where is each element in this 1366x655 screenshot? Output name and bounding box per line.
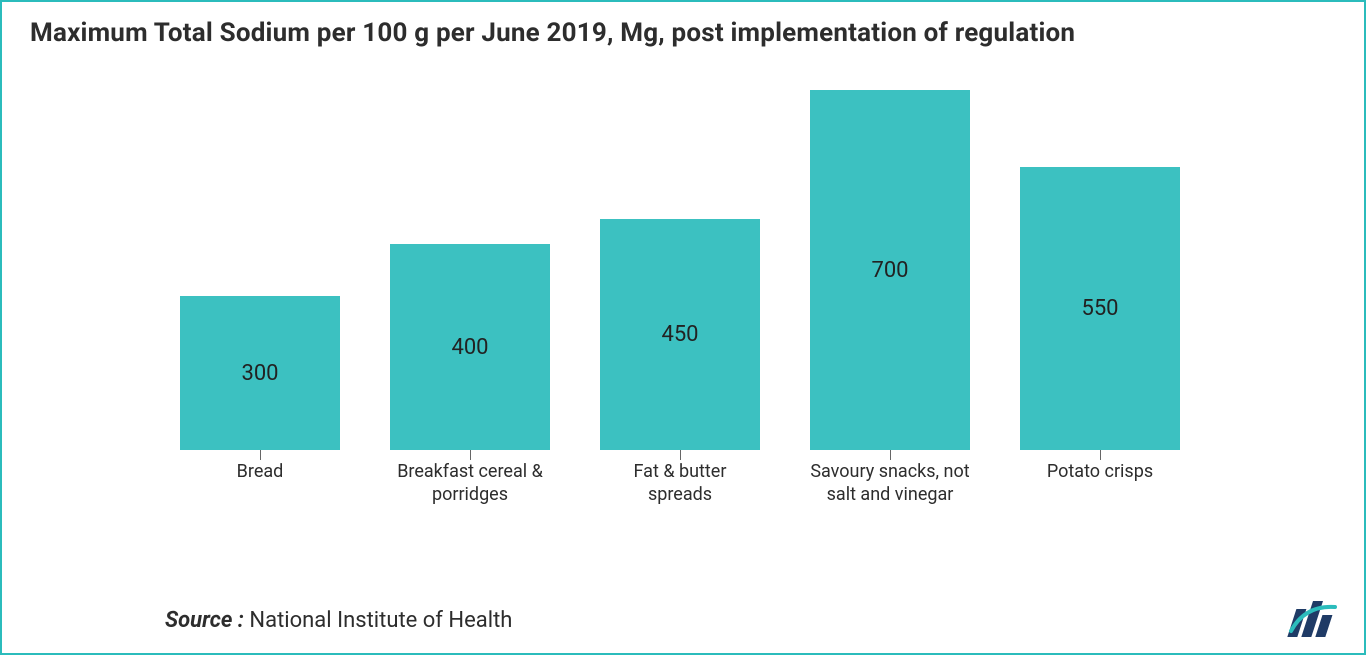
x-axis-labels: Bread Breakfast cereal & porridges Fat & b… (180, 460, 1180, 507)
chart-title: Maximum Total Sodium per 100 g per June … (30, 18, 1336, 48)
source-value: National Institute of Health (249, 608, 512, 633)
bar-slot: 400 (390, 90, 550, 450)
bar-slot: 700 (810, 90, 970, 450)
bar-chart: 300 400 450 700 550 (180, 90, 1180, 450)
source-citation: Source : National Institute of Health (165, 608, 512, 633)
source-label: Source : (165, 608, 244, 633)
bar-slot: 450 (600, 90, 760, 450)
axis-tick (1100, 450, 1101, 460)
x-axis-label: Breakfast cereal & porridges (390, 460, 550, 507)
axis-tick (680, 450, 681, 460)
bar-slot: 300 (180, 90, 340, 450)
brand-logo-icon (1285, 601, 1341, 637)
axis-tick (470, 450, 471, 460)
axis-tick (890, 450, 891, 460)
bar: 450 (600, 219, 760, 450)
x-axis-label: Fat & butter spreads (600, 460, 760, 507)
bar: 700 (810, 90, 970, 450)
x-axis-label: Savoury snacks, not salt and vinegar (810, 460, 970, 507)
axis-tick (260, 450, 261, 460)
x-axis-label: Potato crisps (1020, 460, 1180, 507)
x-axis-label: Bread (180, 460, 340, 507)
bar: 400 (390, 244, 550, 450)
bar: 550 (1020, 167, 1180, 450)
bar-slot: 550 (1020, 90, 1180, 450)
bar: 300 (180, 296, 340, 450)
